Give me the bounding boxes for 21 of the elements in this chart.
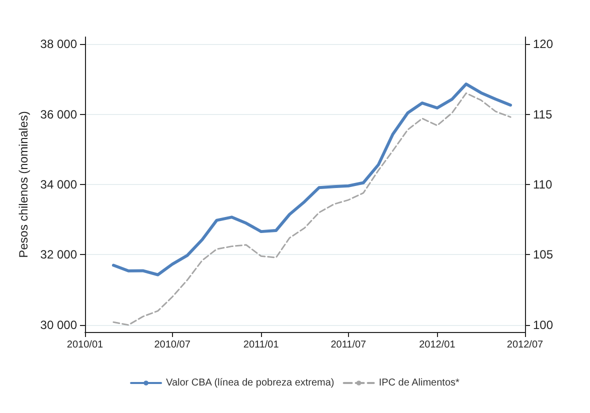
legend-label: Valor CBA (línea de pobreza extrema)	[166, 378, 334, 388]
y2-tick-label: 105	[533, 248, 554, 262]
x-tick-label: 2011/01	[243, 340, 280, 350]
x-tick-label: 2011/07	[330, 340, 367, 350]
legend-label: IPC de Alimentos*	[378, 378, 460, 388]
y-tick-label: 34 000	[40, 178, 78, 192]
line-series	[112, 92, 512, 326]
y-axis-title: Pesos chilenos (nominales)	[16, 111, 30, 258]
y-tick-label: 36 000	[40, 107, 78, 122]
y-tick-label: 38 000	[40, 37, 78, 52]
x-tick-label: 2010/07	[154, 340, 191, 350]
line-series	[112, 82, 512, 276]
y2-tick-label: 100	[533, 318, 554, 332]
y2-tick-label: 110	[533, 178, 552, 192]
y2-tick-label: 120	[533, 37, 554, 52]
y-tick-label: 30 000	[40, 318, 78, 332]
y-tick-label: 32 000	[40, 248, 78, 262]
x-tick-label: 2012/07	[506, 340, 544, 350]
x-tick-label: 2010/01	[66, 340, 104, 350]
x-tick-label: 2012/01	[419, 340, 456, 350]
y2-tick-label: 115	[533, 107, 552, 122]
